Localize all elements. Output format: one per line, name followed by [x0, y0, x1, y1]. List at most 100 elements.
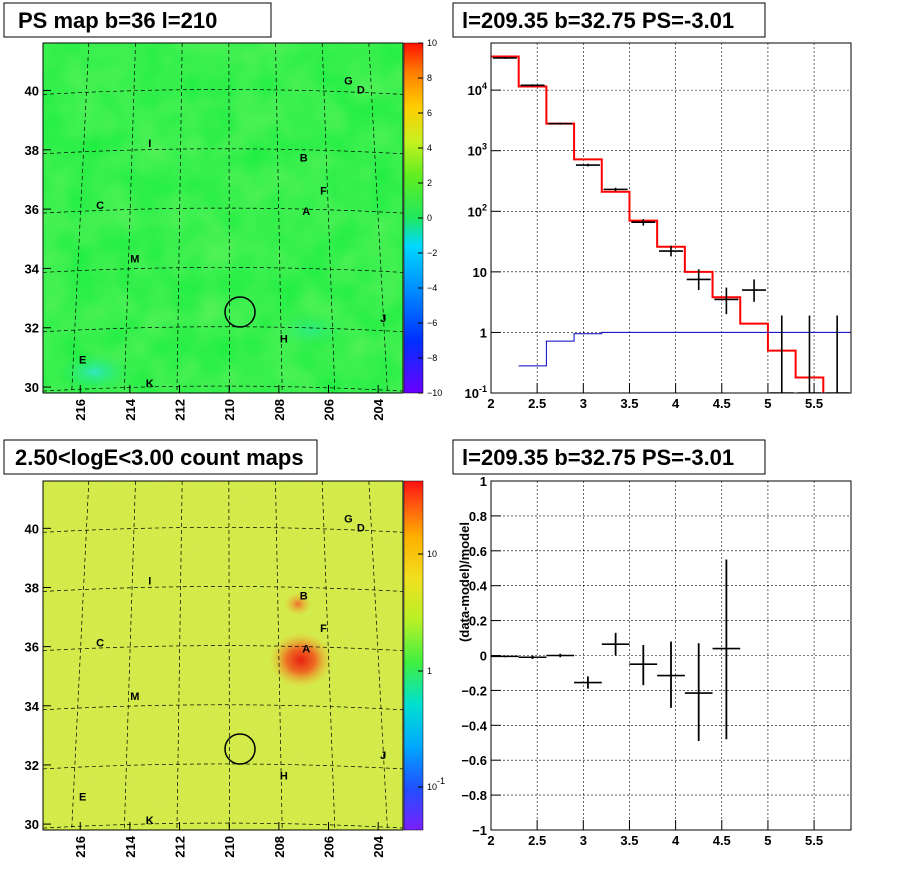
residual-ylabel: (data-model)/model: [457, 522, 472, 642]
colorbar-tick-label: 6: [427, 108, 432, 118]
x-tick-label: 3.5: [620, 833, 638, 848]
source-label: I: [148, 576, 151, 588]
y-tick-label: 0.4: [469, 579, 488, 594]
graticule-lon-line: [71, 481, 90, 830]
graticule-lon-line: [321, 43, 336, 393]
count-map-axes: 216 214 212 210 208 206 204 40 38 36 34 32 30: [25, 521, 387, 857]
colorbar-tick-label: −10: [427, 388, 442, 398]
y-tick-label: 0.6: [469, 544, 487, 559]
count-map-panel: GD I B F C A M J H E K 216 214 212 210 208 206 204 40 38 36…: [3, 439, 445, 858]
source-label: M: [130, 253, 139, 265]
source-label: K: [146, 815, 154, 827]
source-label: C: [96, 638, 104, 650]
y-tick-label: 36: [25, 202, 39, 217]
ps-map-target-circle: [224, 296, 256, 328]
data-point: [631, 219, 656, 226]
x-tick-label: 214: [123, 398, 138, 420]
y-tick-label: 40: [25, 521, 39, 536]
source-label: F: [320, 185, 327, 197]
data-point: [714, 287, 739, 315]
colorbar-tick-label: 0: [427, 213, 432, 223]
x-tick-label: 5.5: [805, 396, 823, 411]
x-tick-label: 2: [487, 833, 494, 848]
x-tick-label: 214: [123, 835, 138, 857]
x-tick-label: 4: [672, 396, 680, 411]
colorbar-tick-label: 8: [427, 73, 432, 83]
y-tick-label: 0: [480, 649, 487, 664]
x-tick-label: 216: [73, 399, 88, 421]
y-tick-label: 32: [25, 321, 39, 336]
data-point: [686, 269, 711, 291]
x-tick-label: 4.5: [713, 833, 731, 848]
count-map-colorbar: [403, 480, 424, 831]
source-label: H: [280, 334, 288, 346]
colorbar-tick-label: 2: [427, 178, 432, 188]
residual-point: [684, 643, 713, 742]
source-label: G: [344, 513, 353, 525]
source-label: M: [130, 691, 139, 703]
colorbar-tick-label: 1: [427, 666, 432, 676]
source-label: A: [302, 644, 310, 656]
y-tick-label: 32: [25, 758, 39, 773]
data-point: [520, 84, 545, 87]
data-point: [742, 279, 767, 302]
graticule-lon-line: [123, 43, 136, 393]
count-map-source-labels: GD I B F C A M J H E K: [79, 513, 386, 827]
graticule-lon-line: [275, 481, 283, 830]
source-label: D: [357, 84, 365, 96]
source-label: A: [302, 206, 310, 218]
x-tick-label: 3: [580, 833, 587, 848]
data-point: [492, 57, 517, 59]
y-tick-label: 0.2: [469, 614, 487, 629]
residual-point: [518, 655, 547, 659]
graticule-lon-line: [176, 43, 183, 393]
x-tick-label: 208: [272, 836, 287, 858]
y-tick-label: 38: [25, 143, 39, 158]
y-tick-label: 10-1: [465, 384, 487, 401]
spectrum-panel: 2 2.5 3 3.5 4 4.5 5 5.5 10-1 1 10 102 103 104 l=209.3…: [452, 2, 852, 411]
y-tick-label: −0.8: [461, 788, 487, 803]
x-tick-label: 206: [322, 399, 337, 421]
data-point: [659, 245, 683, 257]
y-tick-label: 1: [480, 474, 487, 489]
colorbar-tick-label: 10: [427, 38, 437, 48]
residual-point: [546, 653, 575, 658]
source-label: F: [320, 623, 327, 635]
data-point: [603, 187, 628, 192]
graticule-lon-line: [275, 43, 283, 393]
x-tick-label: 2: [487, 396, 494, 411]
y-tick-label: 102: [468, 202, 487, 219]
x-tick-label: 4: [672, 833, 680, 848]
y-tick-label: −0.4: [461, 718, 487, 733]
x-tick-label: 3.5: [620, 396, 638, 411]
graticule-lon-line: [228, 43, 230, 393]
y-tick-label: 30: [25, 817, 39, 832]
graticule-lon-line: [176, 481, 183, 830]
source-label: J: [380, 313, 386, 325]
y-tick-label: 34: [25, 699, 40, 714]
x-tick-label: 210: [222, 399, 237, 421]
y-tick-label: 0.8: [469, 509, 487, 524]
count-map-coordinate-grid: [43, 481, 403, 830]
data-point: [797, 315, 822, 393]
data-point: [825, 315, 850, 393]
spectrum-title: l=209.35 b=32.75 PS=-3.01: [462, 8, 734, 33]
residual-point: [491, 655, 519, 658]
residual-title: l=209.35 b=32.75 PS=-3.01: [462, 445, 734, 470]
ps-map-colorbar-ticks: 10 8 6 4 2 0 −2 −4 −6 −8 −10: [418, 38, 442, 398]
colorbar-tick-label: 4: [427, 143, 432, 153]
y-tick-label: 103: [468, 142, 487, 159]
spectrum-marks: [491, 55, 851, 393]
ps-map-coordinate-grid: [43, 43, 403, 393]
source-label: H: [280, 771, 288, 783]
spectrum-axes: 2 2.5 3 3.5 4 4.5 5 5.5 10-1 1 10 102 103 104: [465, 81, 824, 411]
source-label: E: [79, 791, 86, 803]
y-tick-label: 104: [468, 81, 487, 98]
source-label: K: [146, 378, 154, 390]
y-tick-label: 38: [25, 580, 39, 595]
ps-map-title: PS map b=36 l=210: [18, 8, 217, 33]
y-tick-label: 30: [25, 380, 39, 395]
source-label: E: [79, 354, 86, 366]
